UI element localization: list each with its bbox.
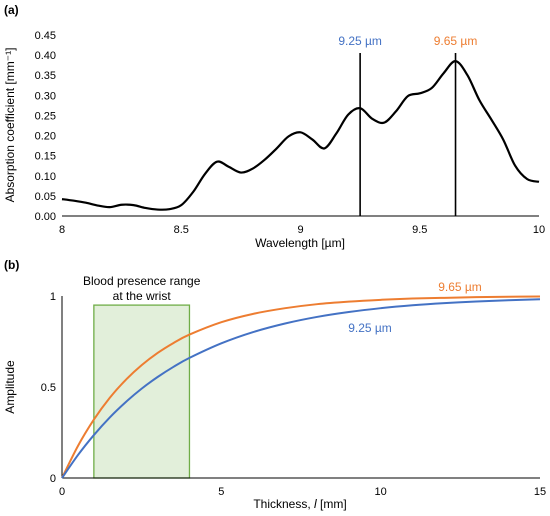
panel-b-label: (b) <box>4 258 19 272</box>
series-label-0: 9.65 µm <box>438 280 482 294</box>
panel-b-ticks: 00.510 5 10 15 <box>41 291 546 498</box>
panel-b-y-tick-label: 1 <box>50 291 56 303</box>
panel-b-y-axis-label: Amplitude <box>3 360 17 414</box>
panel-a-label: (a) <box>4 3 19 17</box>
panel-a: (a) 0.00 0.05 0.10 0.15 0.20 0.25 0.30 0.35 0.40… <box>3 3 545 250</box>
panel-a-y-tick-label: 0.05 <box>35 191 56 203</box>
panel-b-y-tick-label: 0 <box>50 473 56 485</box>
panel-b-x-axis-label: Thickness, l [mm] <box>253 497 346 511</box>
panel-a-y-tick-label: 0.25 <box>35 110 56 122</box>
panel-b-x-tick-label: 0 <box>59 486 65 498</box>
x-label-prefix: Thickness, <box>253 497 314 511</box>
panel-a-y-tick-label: 0.40 <box>35 50 56 62</box>
panel-b-x-tick-label: 15 <box>534 486 546 498</box>
panel-b-x-tick-label: 5 <box>218 486 224 498</box>
panel-b-series: 9.65 µm 9.25 µm <box>61 280 541 479</box>
blood-presence-region <box>93 304 191 479</box>
panel-a-x-tick-label: 9 <box>297 224 303 236</box>
region-label-line1: Blood presence range <box>83 274 201 288</box>
amplitude-curve-0 <box>61 295 541 479</box>
amplitude-curve-1 <box>61 298 541 479</box>
panel-b-y-tick-label: 0.5 <box>41 382 56 394</box>
panel-a-y-tick-label: 0.45 <box>35 30 56 42</box>
panel-a-x-tick-label: 8.5 <box>174 224 189 236</box>
panel-a-y-axis-label: Absorption coefficient [mm⁻¹] <box>3 48 17 203</box>
panel-b-x-tick-label: 10 <box>375 486 387 498</box>
absorption-curve <box>61 60 540 211</box>
marker-label-1: 9.65 µm <box>434 34 478 48</box>
x-label-variable: l <box>314 497 317 511</box>
panel-a-x-tick-label: 8 <box>59 224 65 236</box>
panel-a-markers: 9.25 µm 9.65 µm <box>338 34 477 216</box>
region-label-line2: at the wrist <box>113 289 172 303</box>
panel-a-x-tick-label: 10 <box>533 224 545 236</box>
panel-a-y-tick-label: 0.20 <box>35 131 56 143</box>
panel-a-x-axis-label: Wavelength [µm] <box>255 236 345 250</box>
panel-a-y-tick-label: 0.35 <box>35 70 56 82</box>
panel-a-y-tick-label: 0.00 <box>35 211 56 223</box>
panel-a-y-tick-label: 0.15 <box>35 151 56 163</box>
panel-a-ticks: 0.00 0.05 0.10 0.15 0.20 0.25 0.30 0.35 0.40 0.45… <box>35 30 546 236</box>
panel-a-y-tick-label: 0.10 <box>35 171 56 183</box>
marker-label-0: 9.25 µm <box>338 34 382 48</box>
panel-a-x-tick-label: 9.5 <box>412 224 427 236</box>
panel-a-y-tick-label: 0.30 <box>35 90 56 102</box>
x-label-suffix: [mm] <box>317 497 347 511</box>
series-label-1: 9.25 µm <box>348 321 392 335</box>
panel-b: (b) Blood presence range at the wrist 00… <box>3 258 546 511</box>
